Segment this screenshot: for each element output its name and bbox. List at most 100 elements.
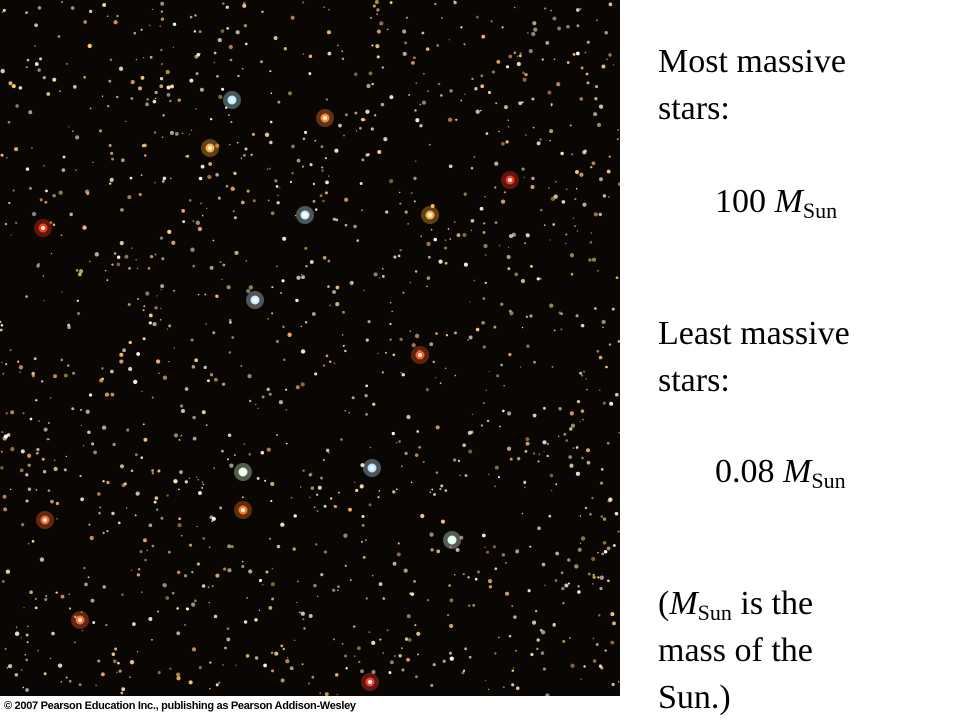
star — [395, 488, 398, 491]
star — [263, 663, 267, 668]
star — [309, 496, 311, 498]
star — [218, 94, 223, 99]
star — [462, 573, 465, 576]
star — [1, 11, 4, 13]
star — [322, 255, 327, 260]
star — [37, 649, 40, 652]
star — [368, 71, 373, 76]
star — [201, 584, 206, 588]
star — [185, 607, 189, 611]
star — [76, 299, 79, 302]
star — [400, 371, 402, 374]
star — [503, 191, 506, 194]
value: 100 MSun — [715, 178, 837, 225]
star — [429, 532, 434, 537]
star — [396, 552, 401, 557]
star — [102, 3, 107, 7]
star — [488, 473, 490, 476]
star — [421, 31, 425, 35]
star — [241, 560, 244, 563]
star — [126, 507, 128, 509]
star — [378, 582, 383, 586]
star — [255, 403, 257, 406]
star — [614, 511, 619, 516]
star — [167, 550, 171, 554]
star — [545, 693, 550, 696]
star — [468, 604, 471, 607]
star — [25, 499, 29, 503]
star — [591, 161, 596, 166]
star — [389, 179, 394, 184]
star — [176, 676, 181, 681]
star — [77, 311, 81, 316]
star — [435, 425, 440, 430]
star — [585, 72, 589, 76]
star — [268, 167, 271, 170]
star — [173, 479, 178, 484]
star — [444, 246, 447, 250]
star — [162, 583, 167, 588]
star — [233, 216, 237, 220]
star — [144, 154, 147, 157]
star — [229, 463, 234, 468]
star — [389, 338, 392, 341]
star — [300, 486, 302, 488]
star — [250, 153, 253, 156]
star — [37, 6, 42, 10]
star — [392, 561, 397, 566]
star — [376, 13, 379, 16]
star — [554, 180, 557, 183]
star — [413, 579, 416, 583]
star — [207, 586, 210, 589]
star — [505, 65, 510, 69]
star — [49, 221, 53, 224]
star — [119, 352, 124, 357]
star — [25, 11, 28, 15]
star — [562, 601, 565, 605]
star — [381, 371, 384, 374]
star — [225, 5, 229, 9]
star — [379, 277, 381, 279]
star — [439, 487, 442, 491]
star — [355, 130, 358, 132]
star — [560, 151, 564, 156]
star — [233, 454, 236, 457]
star — [235, 664, 237, 666]
star — [252, 199, 256, 203]
star — [141, 144, 145, 148]
star — [196, 52, 201, 57]
star — [371, 44, 374, 47]
star — [5, 362, 8, 366]
star — [569, 637, 571, 639]
star — [151, 8, 154, 11]
star — [513, 6, 516, 9]
note-text: is the mass of the Sun.) — [658, 585, 814, 716]
star — [65, 455, 68, 458]
star — [240, 200, 245, 205]
star — [148, 321, 152, 325]
star — [301, 276, 304, 279]
star — [525, 233, 530, 238]
star — [518, 101, 523, 106]
star — [31, 211, 37, 217]
star — [248, 399, 252, 403]
star — [165, 69, 170, 75]
star — [359, 484, 364, 489]
star — [612, 621, 616, 626]
star — [24, 653, 27, 656]
star — [42, 470, 47, 474]
star — [10, 234, 12, 236]
star — [35, 489, 38, 491]
star — [43, 518, 47, 522]
star — [65, 676, 68, 679]
star — [151, 544, 155, 548]
star — [335, 285, 340, 290]
star — [301, 165, 305, 168]
star — [154, 306, 158, 310]
star — [304, 130, 308, 134]
star — [95, 684, 97, 687]
star — [183, 574, 188, 578]
star — [241, 470, 245, 474]
star — [448, 39, 451, 41]
subscript: Sun — [811, 468, 846, 493]
